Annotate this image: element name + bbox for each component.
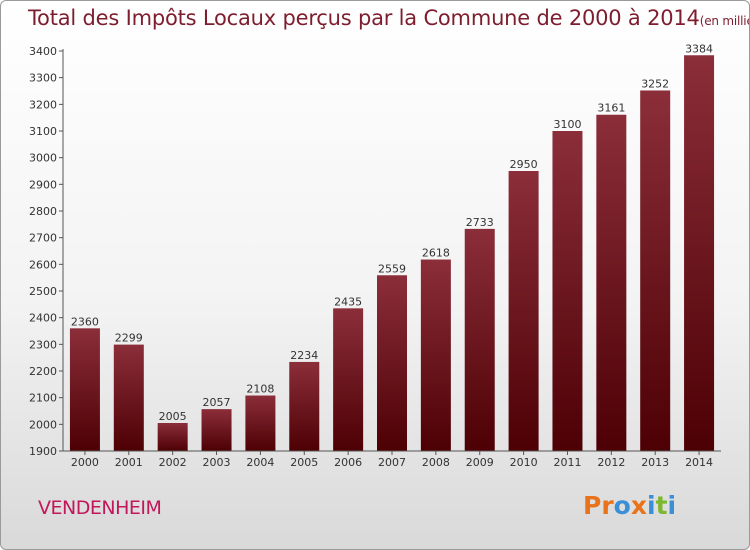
- y-tick-label: 3200: [29, 98, 57, 111]
- y-tick-label: 2900: [29, 178, 57, 191]
- logo-letter: r: [601, 491, 614, 520]
- bar-value-label: 3252: [641, 77, 669, 90]
- bar-value-label: 3384: [685, 42, 713, 55]
- x-tick-label: 2013: [641, 456, 669, 469]
- y-tick-label: 2200: [29, 365, 57, 378]
- y-tick-label: 3100: [29, 125, 57, 138]
- logo-letter: i: [667, 491, 677, 520]
- bar-value-label: 2057: [203, 396, 231, 409]
- y-tick-label: 2000: [29, 418, 57, 431]
- bar-value-label: 2299: [115, 332, 143, 345]
- bar-value-label: 2435: [334, 295, 362, 308]
- bar-2003: [201, 409, 232, 451]
- y-tick-label: 3300: [29, 72, 57, 85]
- bar-2013: [640, 90, 671, 451]
- bar-2010: [508, 171, 539, 451]
- y-tick-label: 2700: [29, 232, 57, 245]
- bar-value-label: 3100: [553, 118, 581, 131]
- logo-letter: t: [655, 491, 668, 520]
- x-tick-label: 2001: [115, 456, 143, 469]
- y-tick-label: 2400: [29, 312, 57, 325]
- x-tick-label: 2011: [553, 456, 581, 469]
- bar-2014: [684, 55, 715, 452]
- x-tick-label: 2005: [290, 456, 318, 469]
- y-tick-label: 2600: [29, 258, 57, 271]
- bar-2000: [69, 328, 100, 451]
- x-tick-label: 2007: [378, 456, 406, 469]
- x-tick-label: 2009: [466, 456, 494, 469]
- proxiti-logo: Proxiti: [583, 491, 676, 520]
- bar-value-label: 2108: [246, 383, 274, 396]
- logo-letter: P: [583, 491, 602, 520]
- bar-2005: [289, 361, 320, 451]
- bar-2007: [377, 275, 407, 451]
- x-tick-label: 2004: [246, 456, 274, 469]
- y-tick-label: 2800: [29, 205, 57, 218]
- y-tick-label: 2300: [29, 338, 57, 351]
- bar-2009: [464, 228, 495, 451]
- logo-letter: i: [647, 491, 656, 520]
- bar-value-label: 2005: [159, 410, 187, 423]
- y-tick-label: 3000: [29, 152, 57, 165]
- title-text: Total des Impôts Locaux perçus par la Co…: [28, 6, 700, 30]
- commune-name: VENDENHEIM: [38, 497, 162, 519]
- bar-2008: [420, 259, 451, 451]
- bar-value-label: 2733: [466, 216, 494, 229]
- x-tick-label: 2002: [159, 456, 187, 469]
- y-tick-label: 2500: [29, 285, 57, 298]
- bar-value-label: 2950: [510, 158, 538, 171]
- y-tick-label: 2100: [29, 392, 57, 405]
- y-tick-label: 1900: [29, 445, 57, 458]
- bar-value-label: 2234: [290, 349, 318, 362]
- bar-2004: [245, 395, 276, 451]
- x-tick-label: 2003: [203, 456, 231, 469]
- title-unit: (en milliers d'€): [699, 14, 749, 28]
- bar-2001: [113, 344, 144, 451]
- x-tick-label: 2010: [510, 456, 538, 469]
- bar-value-label: 2618: [422, 247, 450, 260]
- logo-letter: o: [613, 491, 631, 520]
- bar-2002: [157, 423, 188, 451]
- x-tick-label: 2000: [71, 456, 99, 469]
- bar-value-label: 3161: [597, 102, 625, 115]
- x-tick-label: 2012: [597, 456, 625, 469]
- x-tick-label: 2006: [334, 456, 362, 469]
- bar-2012: [596, 114, 627, 451]
- y-tick-label: 3400: [29, 45, 57, 58]
- bar-2006: [333, 308, 364, 451]
- bar-2011: [552, 131, 583, 451]
- x-tick-label: 2008: [422, 456, 450, 469]
- chart-title: Total des Impôts Locaux perçus par la Co…: [28, 6, 749, 30]
- logo-letter: x: [630, 491, 647, 520]
- bar-value-label: 2360: [71, 315, 99, 328]
- x-tick-label: 2014: [685, 456, 713, 469]
- bar-value-label: 2559: [378, 262, 406, 275]
